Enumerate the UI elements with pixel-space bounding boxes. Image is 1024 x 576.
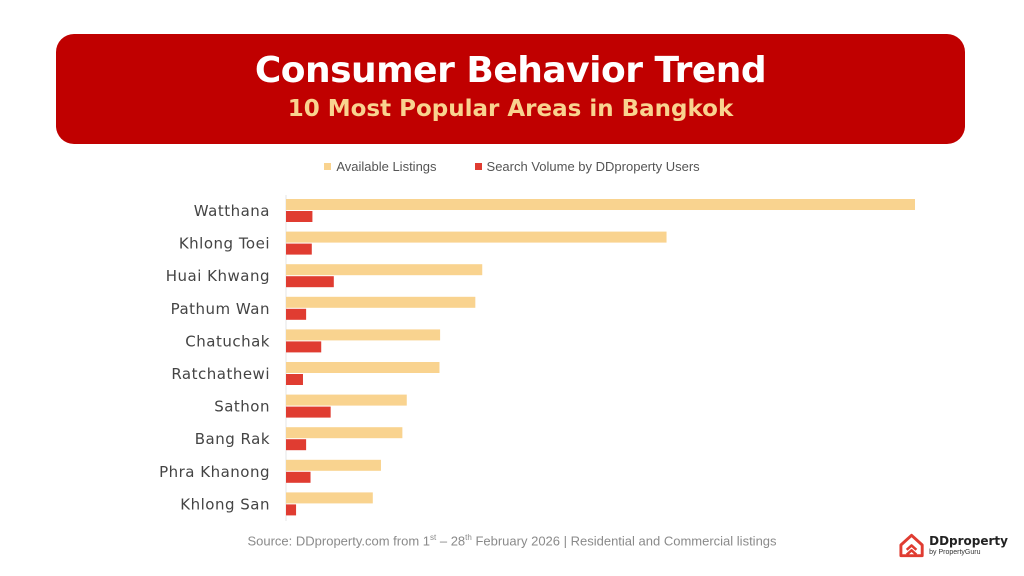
category-label: Pathum Wan bbox=[171, 300, 270, 318]
bar-search-volume bbox=[286, 243, 312, 255]
legend-label-search: Search Volume by DDproperty Users bbox=[486, 159, 700, 174]
category-label: Chatuchak bbox=[185, 332, 270, 350]
bar-available-listings bbox=[286, 492, 373, 504]
bar-search-volume bbox=[286, 276, 334, 288]
logo-brand: DDproperty bbox=[929, 533, 1008, 548]
bar-search-volume bbox=[286, 471, 311, 483]
page-subtitle: 10 Most Popular Areas in Bangkok bbox=[287, 96, 734, 122]
source-sup-1: st bbox=[430, 533, 437, 542]
category-label: Watthana bbox=[194, 202, 270, 220]
category-label: Phra Khanong bbox=[159, 463, 270, 481]
bar-search-volume bbox=[286, 211, 313, 222]
page-title: Consumer Behavior Trend bbox=[254, 50, 767, 91]
bar-search-volume bbox=[286, 341, 322, 353]
ddproperty-house-icon bbox=[899, 533, 924, 558]
bar-available-listings bbox=[286, 199, 915, 210]
bar-available-listings bbox=[286, 459, 381, 471]
legend-label-listings: Available Listings bbox=[336, 159, 437, 174]
title-banner: Consumer Behavior Trend 10 Most Popular … bbox=[56, 34, 965, 144]
source-middle: – 28 bbox=[436, 533, 466, 549]
category-label: Ratchathewi bbox=[171, 365, 270, 383]
source-sup-2: th bbox=[465, 533, 472, 542]
category-label: Khlong San bbox=[180, 495, 270, 513]
source-note: Source: DDproperty.com from 1st – 28th F… bbox=[0, 533, 1024, 548]
legend-swatch-listings bbox=[324, 163, 332, 170]
bar-available-listings bbox=[286, 296, 476, 308]
bar-available-listings bbox=[286, 362, 440, 373]
legend-swatch-search bbox=[474, 163, 482, 170]
bar-search-volume bbox=[286, 374, 303, 385]
source-prefix: Source: DDproperty.com from 1 bbox=[247, 533, 431, 549]
bar-search-volume bbox=[286, 308, 307, 320]
bar-available-listings bbox=[286, 231, 667, 243]
bar-available-listings bbox=[286, 394, 407, 406]
bar-search-volume bbox=[286, 439, 307, 451]
logo-sub: by PropertyGuru bbox=[929, 548, 981, 556]
source-suffix: February 2026 | Residential and Commerci… bbox=[471, 533, 777, 549]
bar-available-listings bbox=[286, 264, 483, 276]
category-label: Sathon bbox=[214, 398, 270, 416]
category-label: Khlong Toei bbox=[179, 235, 270, 253]
category-label: Bang Rak bbox=[195, 430, 270, 448]
chart-legend: Available Listings Search Volume by DDpr… bbox=[0, 159, 1024, 174]
category-label: Huai Khwang bbox=[166, 267, 270, 285]
bar-search-volume bbox=[286, 406, 331, 418]
legend-item-search: Search Volume by DDproperty Users bbox=[474, 159, 700, 174]
bar-search-volume bbox=[286, 504, 297, 516]
ddproperty-logo: DDproperty by PropertyGuru bbox=[898, 528, 1008, 562]
bar-available-listings bbox=[286, 329, 441, 341]
bar-available-listings bbox=[286, 427, 403, 439]
legend-item-listings: Available Listings bbox=[324, 159, 437, 174]
